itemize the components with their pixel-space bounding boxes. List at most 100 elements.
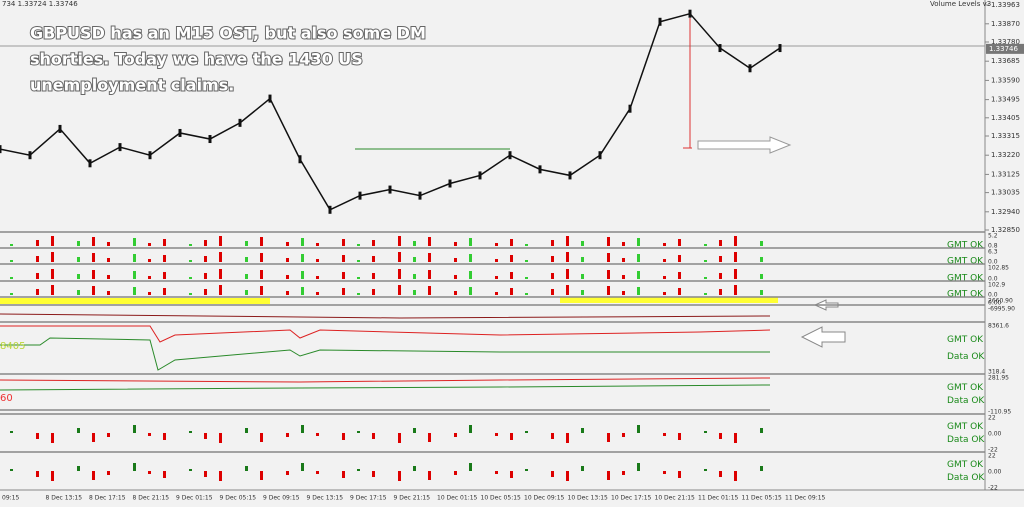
histogram-bar <box>245 274 248 279</box>
histogram-bar <box>637 238 640 246</box>
axis-label: -110.95 <box>988 409 1011 416</box>
histogram-bar <box>286 291 289 295</box>
histogram-bar <box>760 466 763 471</box>
time-label: 11 Dec 09:15 <box>785 495 826 502</box>
histogram-bar <box>607 471 610 480</box>
histogram-bar <box>77 274 80 279</box>
histogram-bar <box>51 433 54 443</box>
histogram-bar <box>413 428 416 433</box>
histogram-bar <box>510 272 513 279</box>
histogram-bar <box>372 433 375 439</box>
histogram-bar <box>637 425 640 433</box>
histogram-bar <box>316 243 319 246</box>
histogram-bar <box>454 291 457 295</box>
histogram-bar <box>760 241 763 246</box>
status-label: GMT OK <box>947 460 984 470</box>
axis-label: -22 <box>988 447 998 454</box>
histogram-bar <box>704 469 707 471</box>
price-label: 1.32940 <box>991 208 1020 216</box>
histogram-bar <box>622 291 625 295</box>
histogram-bar <box>189 260 192 262</box>
indicator-line <box>0 313 771 319</box>
histogram-bar <box>413 241 416 246</box>
time-label: 9 Dec 01:15 <box>176 495 213 502</box>
histogram-bar <box>189 431 192 433</box>
histogram-bar <box>260 433 263 442</box>
histogram-bar <box>92 433 95 442</box>
histogram-bar <box>510 433 513 440</box>
histogram-bar <box>189 293 192 295</box>
histogram-bar <box>51 269 54 279</box>
histogram-bar <box>163 471 166 478</box>
candle <box>148 151 152 160</box>
price-label: 1.33870 <box>991 20 1020 28</box>
status-label: GMT OK <box>947 422 984 432</box>
axis-label: -22 <box>988 485 998 492</box>
histogram-bar <box>398 471 401 481</box>
histogram-bar <box>133 463 136 471</box>
price-label: 1.33590 <box>991 76 1020 84</box>
histogram-bar <box>566 433 569 443</box>
price-label: 1.32850 <box>991 226 1020 234</box>
histogram-bar <box>525 293 528 295</box>
histogram-bar <box>189 244 192 246</box>
histogram-bar <box>566 252 569 262</box>
candle <box>0 145 2 154</box>
histogram-bar <box>622 471 625 475</box>
histogram-bar <box>551 240 554 246</box>
candle <box>298 155 302 164</box>
price-label: 1.33495 <box>991 96 1020 104</box>
histogram-bar <box>551 273 554 279</box>
axis-label: 102.9 <box>988 282 1005 289</box>
annotation: GBPUSD has an M15 OST, but also some DM <box>30 24 426 43</box>
histogram-bar <box>36 471 39 477</box>
annotation: unemployment claims. <box>30 76 234 95</box>
axis-label: 281.95 <box>988 375 1009 382</box>
candle <box>748 64 752 73</box>
price-label: 1.33035 <box>991 189 1020 197</box>
histogram-bar <box>719 433 722 439</box>
candle <box>688 9 692 18</box>
histogram-bar <box>133 238 136 246</box>
histogram-bar <box>398 433 401 443</box>
histogram-bar <box>107 291 110 295</box>
axis-label: 8361.6 <box>988 323 1009 330</box>
histogram-bar <box>622 275 625 279</box>
histogram-bar <box>719 240 722 246</box>
histogram-bar <box>286 433 289 437</box>
histogram-bar <box>622 242 625 246</box>
histogram-bar <box>10 431 13 433</box>
histogram-bar <box>413 257 416 262</box>
histogram-bar <box>510 239 513 246</box>
histogram-bar <box>51 285 54 295</box>
time-label: 10 Dec 09:15 <box>524 495 565 502</box>
histogram-bar <box>566 269 569 279</box>
histogram-bar <box>10 277 13 279</box>
histogram-bar <box>245 257 248 262</box>
candle <box>478 171 482 180</box>
histogram-bar <box>342 239 345 246</box>
candle <box>778 44 782 53</box>
status-label: GMT OK <box>947 383 984 393</box>
histogram-bar <box>413 274 416 279</box>
histogram-bar <box>36 256 39 262</box>
histogram-bar <box>734 252 737 262</box>
histogram-bar <box>357 293 360 295</box>
histogram-bar <box>316 433 319 436</box>
histogram-bar <box>581 290 584 295</box>
histogram-bar <box>219 269 222 279</box>
price-label: 1.33125 <box>991 170 1020 178</box>
candle <box>538 165 542 174</box>
axis-label: 0.0 <box>988 276 998 283</box>
candle <box>358 191 362 200</box>
histogram-bar <box>245 241 248 246</box>
histogram-bar <box>107 258 110 262</box>
axis-label: 22 <box>988 415 996 422</box>
price-label: 1.33405 <box>991 114 1020 122</box>
histogram-bar <box>719 256 722 262</box>
histogram-bar <box>260 471 263 480</box>
histogram-bar <box>51 236 54 246</box>
histogram-bar <box>719 471 722 477</box>
histogram-bar <box>219 433 222 443</box>
